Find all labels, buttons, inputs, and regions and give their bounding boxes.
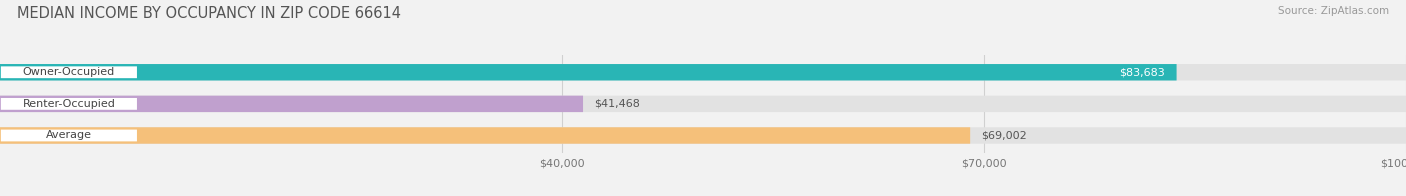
FancyBboxPatch shape [0,96,1406,112]
Text: $41,468: $41,468 [595,99,640,109]
Text: $83,683: $83,683 [1119,67,1166,77]
Text: Average: Average [46,131,91,141]
FancyBboxPatch shape [0,64,1177,81]
FancyBboxPatch shape [0,96,583,112]
Text: Owner-Occupied: Owner-Occupied [22,67,115,77]
Text: MEDIAN INCOME BY OCCUPANCY IN ZIP CODE 66614: MEDIAN INCOME BY OCCUPANCY IN ZIP CODE 6… [17,6,401,21]
Text: Source: ZipAtlas.com: Source: ZipAtlas.com [1278,6,1389,16]
Text: Renter-Occupied: Renter-Occupied [22,99,115,109]
Text: $69,002: $69,002 [981,131,1028,141]
FancyBboxPatch shape [0,127,970,144]
FancyBboxPatch shape [0,97,138,111]
FancyBboxPatch shape [0,129,138,142]
FancyBboxPatch shape [0,127,1406,144]
FancyBboxPatch shape [0,65,138,79]
FancyBboxPatch shape [0,64,1406,81]
